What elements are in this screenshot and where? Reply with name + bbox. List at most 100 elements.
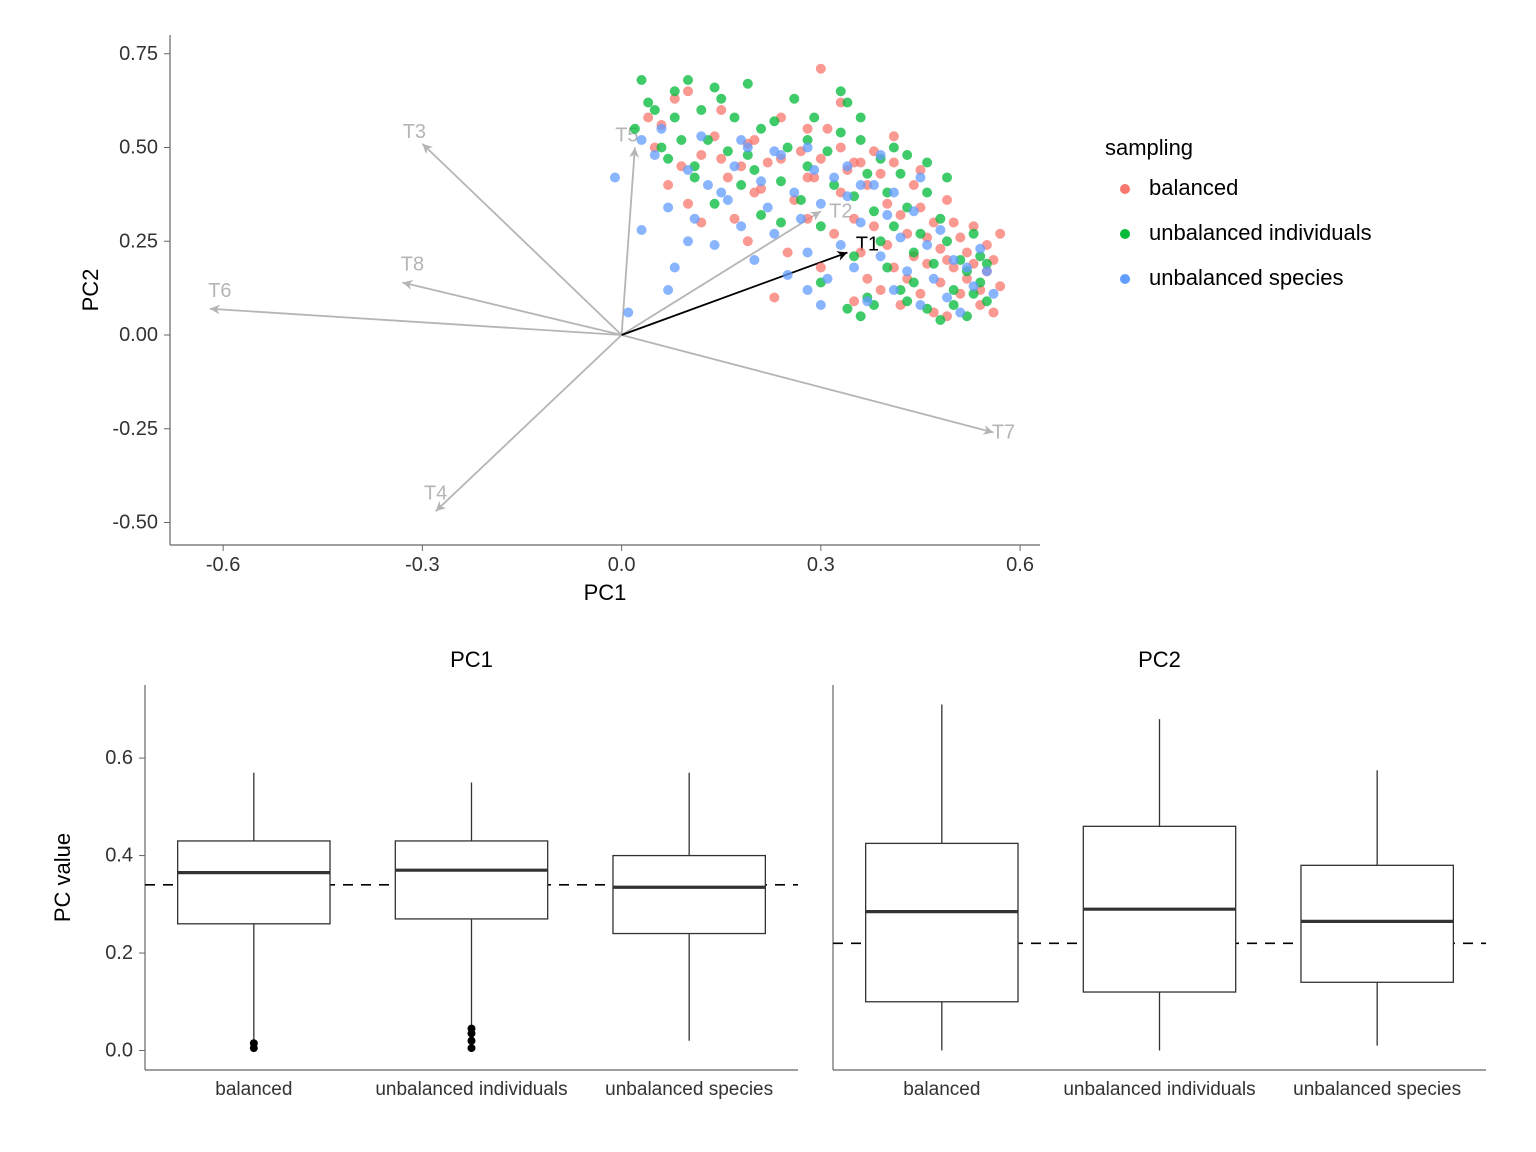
scatter-point bbox=[869, 221, 879, 231]
y-axis-title: PC value bbox=[50, 833, 75, 922]
scatter-point bbox=[756, 176, 766, 186]
outlier-point bbox=[468, 1037, 476, 1045]
scatter-point bbox=[776, 218, 786, 228]
scatter-point bbox=[842, 161, 852, 171]
scatter-point bbox=[909, 248, 919, 258]
scatter-point bbox=[856, 311, 866, 321]
scatter-point bbox=[889, 188, 899, 198]
scatter-point bbox=[922, 240, 932, 250]
loading-vector-label: T4 bbox=[424, 482, 447, 504]
scatter-point bbox=[836, 86, 846, 96]
y-tick: 0.75 bbox=[119, 43, 158, 65]
scatter-point bbox=[816, 263, 826, 273]
scatter-point bbox=[962, 263, 972, 273]
scatter-point bbox=[743, 143, 753, 153]
scatter-point bbox=[756, 210, 766, 220]
scatter-point bbox=[849, 251, 859, 261]
scatter-point bbox=[842, 98, 852, 108]
scatter-point bbox=[816, 199, 826, 209]
scatter-point bbox=[803, 173, 813, 183]
scatter-point bbox=[630, 124, 640, 134]
scatter-point bbox=[862, 169, 872, 179]
scatter-point bbox=[696, 150, 706, 160]
scatter-point bbox=[989, 308, 999, 318]
scatter-point bbox=[929, 259, 939, 269]
scatter-point bbox=[935, 225, 945, 235]
scatter-point bbox=[663, 154, 673, 164]
scatter-point bbox=[676, 135, 686, 145]
box bbox=[1301, 865, 1453, 982]
scatter-point bbox=[962, 248, 972, 258]
y-tick: 0.0 bbox=[105, 1040, 133, 1062]
scatter-point bbox=[769, 116, 779, 126]
figure-root: -0.6-0.30.00.30.6-0.50-0.250.000.250.500… bbox=[20, 20, 1516, 1132]
scatter-point bbox=[896, 169, 906, 179]
scatter-point bbox=[862, 296, 872, 306]
scatter-point bbox=[809, 113, 819, 123]
scatter-point bbox=[942, 236, 952, 246]
loading-vector-label: T7 bbox=[992, 422, 1015, 444]
boxplot-facet: PC2balancedunbalanced individualsunbalan… bbox=[833, 647, 1486, 1100]
scatter-point bbox=[882, 210, 892, 220]
scatter-point bbox=[736, 180, 746, 190]
x-tick: -0.3 bbox=[405, 554, 439, 576]
scatter-point bbox=[902, 296, 912, 306]
scatter-point bbox=[663, 285, 673, 295]
scatter-point bbox=[922, 158, 932, 168]
scatter-point bbox=[816, 154, 826, 164]
scatter-point bbox=[942, 293, 952, 303]
scatter-point bbox=[856, 180, 866, 190]
box bbox=[178, 841, 330, 924]
scatter-point bbox=[849, 263, 859, 273]
scatter-point bbox=[882, 263, 892, 273]
scatter-point bbox=[829, 229, 839, 239]
scatter-point bbox=[842, 191, 852, 201]
scatter-point bbox=[690, 173, 700, 183]
scatter-point bbox=[716, 188, 726, 198]
scatter-point bbox=[896, 210, 906, 220]
loading-vector bbox=[622, 335, 994, 433]
scatter-point bbox=[856, 135, 866, 145]
scatter-point bbox=[749, 188, 759, 198]
scatter-point bbox=[690, 214, 700, 224]
boxplot-row: PC valuePC10.00.20.40.6balancedunbalance… bbox=[50, 647, 1486, 1100]
scatter-point bbox=[929, 274, 939, 284]
scatter-point bbox=[796, 195, 806, 205]
scatter-point bbox=[783, 143, 793, 153]
scatter-point bbox=[776, 176, 786, 186]
scatter-point bbox=[935, 315, 945, 325]
scatter-point bbox=[803, 124, 813, 134]
scatter-point bbox=[803, 143, 813, 153]
scatter-point bbox=[789, 188, 799, 198]
scatter-point bbox=[876, 150, 886, 160]
scatter-point bbox=[623, 308, 633, 318]
loading-vector bbox=[210, 309, 622, 335]
scatter-point bbox=[716, 94, 726, 104]
scatter-point bbox=[683, 199, 693, 209]
scatter-point bbox=[876, 169, 886, 179]
x-tick: -0.6 bbox=[206, 554, 240, 576]
scatter-point bbox=[822, 124, 832, 134]
y-tick: -0.25 bbox=[112, 418, 158, 440]
scatter-point bbox=[836, 143, 846, 153]
facet-title: PC2 bbox=[1138, 647, 1181, 672]
loading-vector-label: T2 bbox=[829, 200, 852, 222]
scatter-point bbox=[969, 229, 979, 239]
y-tick: -0.50 bbox=[112, 512, 158, 534]
scatter-point bbox=[643, 98, 653, 108]
scatter-point bbox=[915, 229, 925, 239]
scatter-point bbox=[670, 86, 680, 96]
loading-vector-label: T3 bbox=[403, 121, 426, 143]
y-tick: 0.2 bbox=[105, 942, 133, 964]
scatter-point bbox=[656, 143, 666, 153]
y-axis-title: PC2 bbox=[78, 269, 103, 312]
scatter-point bbox=[836, 128, 846, 138]
scatter-point bbox=[869, 180, 879, 190]
legend-item-label: unbalanced individuals bbox=[1149, 220, 1372, 245]
scatter-point bbox=[803, 285, 813, 295]
scatter-point bbox=[822, 146, 832, 156]
scatter-point bbox=[663, 203, 673, 213]
legend-swatch bbox=[1120, 274, 1130, 284]
legend-item-label: unbalanced species bbox=[1149, 265, 1343, 290]
pca-scatter: -0.6-0.30.00.30.6-0.50-0.250.000.250.500… bbox=[78, 35, 1040, 605]
